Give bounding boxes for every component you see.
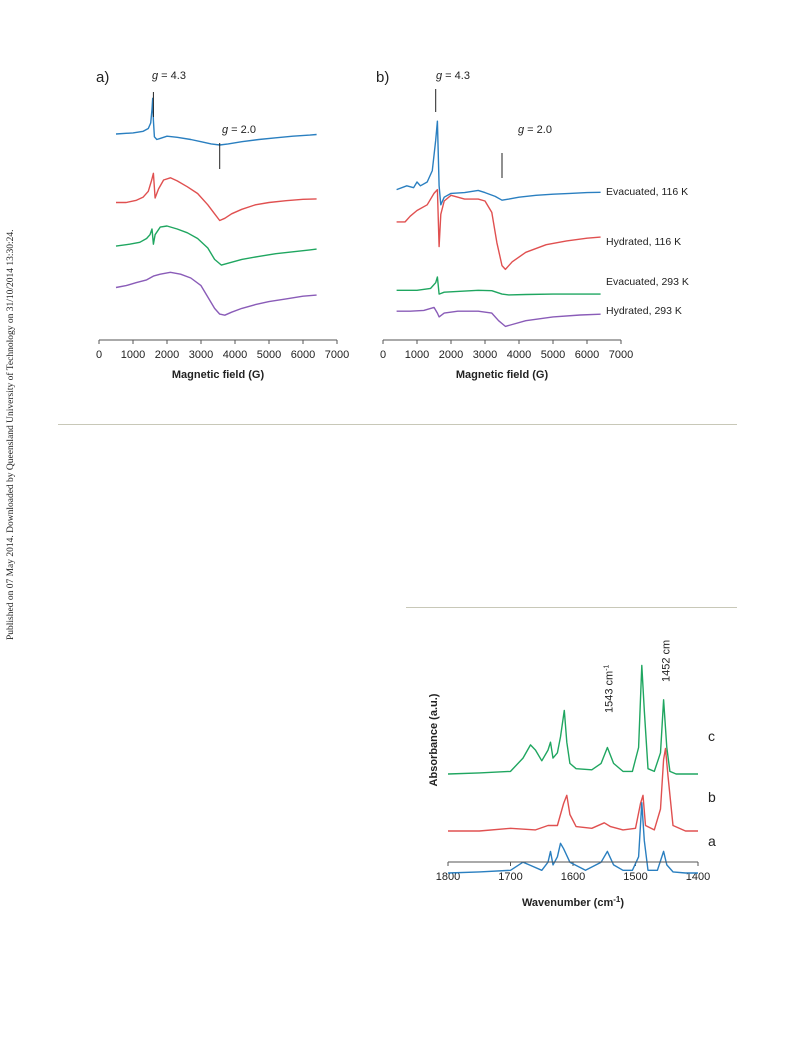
series-line-2	[396, 188, 601, 271]
x-tick-label: 7000	[609, 349, 633, 361]
series-line-4	[115, 271, 317, 316]
x-tick-label: 7000	[325, 349, 349, 361]
series-letter-label: a	[708, 833, 716, 849]
series-line-1	[115, 97, 317, 146]
g-value-label: g = 2.0	[518, 124, 552, 136]
ir-chart: Absorbance (a.u.) 1800 1700 1600 1500 1400 15…	[428, 640, 716, 909]
series-line-2	[116, 172, 317, 222]
x-tick-label: 1800	[436, 871, 460, 883]
series-line-3	[115, 225, 317, 266]
x-axis-label: Magnetic field (G)	[172, 369, 265, 381]
series-label: Hydrated, 293 K	[606, 305, 682, 317]
series-line-1	[396, 120, 601, 206]
series-label: Evacuated, 293 K	[606, 276, 689, 288]
x-tick-label: 2000	[155, 349, 179, 361]
x-tick-label: 2000	[439, 349, 463, 361]
series-line-4	[396, 306, 601, 328]
x-tick-label: 6000	[575, 349, 599, 361]
x-tick-label: 3000	[189, 349, 213, 361]
x-axis-label: Magnetic field (G)	[456, 369, 549, 381]
top-divider	[58, 424, 737, 425]
epr-chart-b: b) 0 1000 2000 3000 4000 5000 6000 7000 g = 4.3 g…	[376, 69, 689, 381]
series-label: Hydrated, 116 K	[606, 236, 681, 248]
peak-label: 1543 cm-1	[604, 664, 616, 713]
x-tick-label: 1000	[405, 349, 429, 361]
x-tick-label: 1000	[121, 349, 145, 361]
x-tick-label: 5000	[541, 349, 565, 361]
panel-label-b: b)	[376, 69, 389, 86]
peak-label: 1452 cm-1	[661, 640, 673, 682]
x-axis-label: Wavenumber (cm-1)	[522, 895, 624, 909]
g-value-label: g = 4.3	[436, 70, 470, 82]
x-tick-label: 1400	[686, 871, 710, 883]
x-tick-label: 0	[96, 349, 102, 361]
x-tick-label: 5000	[257, 349, 281, 361]
x-tick-label: 4000	[507, 349, 531, 361]
series-label: Evacuated, 116 K	[606, 186, 688, 198]
x-tick-label: 4000	[223, 349, 247, 361]
g-value-label: g = 4.3	[152, 70, 186, 82]
series-line-2	[448, 747, 698, 832]
series-letter-label: b	[708, 789, 716, 805]
epr-chart-a: a) 0 1000 2000 3000 4000 5000 6000 7000 g = 4.3 g…	[96, 69, 349, 381]
side-note-text: Published on 07 May 2014. Downloaded by …	[6, 229, 16, 640]
x-tick-label: 0	[380, 349, 386, 361]
series-line-1	[447, 664, 698, 775]
x-tick-label: 6000	[291, 349, 315, 361]
y-axis-label: Absorbance (a.u.)	[428, 693, 440, 786]
x-tick-label: 1700	[498, 871, 522, 883]
series-letter-label: c	[708, 728, 715, 744]
g-value-label: g = 2.0	[222, 124, 256, 136]
x-tick-label: 3000	[473, 349, 497, 361]
mid-divider	[406, 607, 737, 608]
panel-label-a: a)	[96, 69, 109, 86]
x-tick-label: 1600	[561, 871, 585, 883]
side-note: Published on 07 May 2014. Downloaded by …	[6, 180, 18, 640]
series-line-3	[396, 276, 601, 296]
x-tick-label: 1500	[623, 871, 647, 883]
